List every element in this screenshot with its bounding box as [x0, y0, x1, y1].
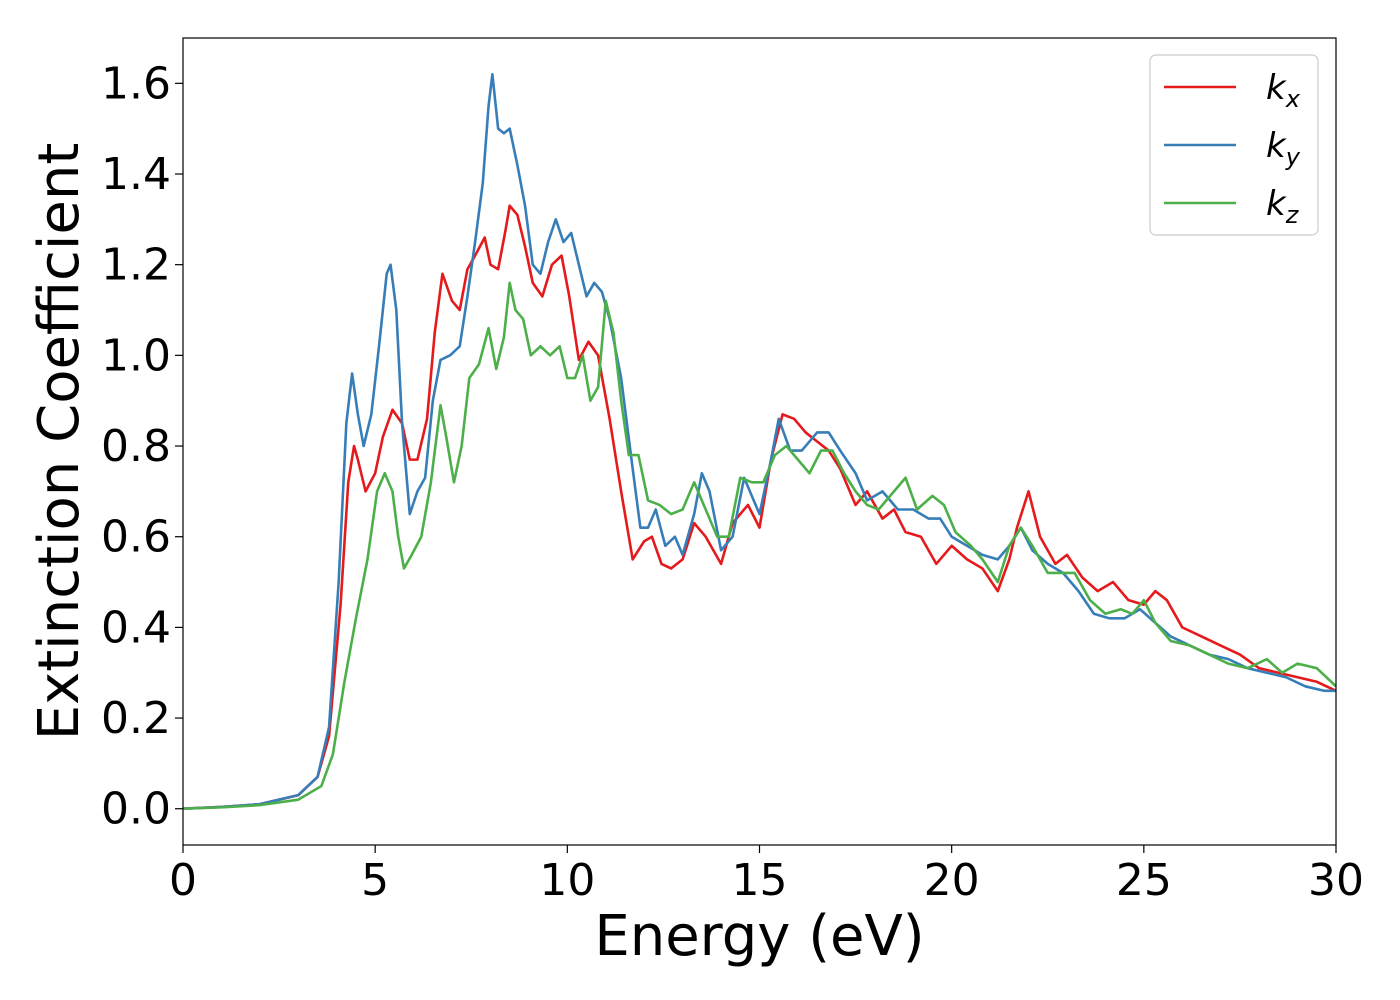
y-tick-label: 1.2 — [101, 240, 171, 291]
series-line-kx — [183, 204, 1336, 811]
series-line-ky — [183, 72, 1336, 811]
y-tick-label: 1.6 — [101, 58, 171, 109]
y-tick-label: 0.8 — [101, 421, 171, 472]
y-axis-label: Extinction Coefficient — [27, 143, 92, 741]
y-axis: 0.0 0.2 0.4 0.6 0.8 1.0 1.2 1.4 1.6 — [101, 58, 183, 835]
legend: kx ky kz — [1149, 54, 1319, 236]
x-axis-label: Energy (eV) — [594, 904, 924, 969]
y-tick-label: 0.6 — [101, 512, 171, 563]
y-tick-label: 0.4 — [101, 602, 171, 653]
x-tick-label: 10 — [539, 855, 595, 906]
x-tick-label: 25 — [1116, 855, 1172, 906]
x-tick-label: 5 — [361, 855, 389, 906]
y-tick-label: 0.0 — [101, 784, 171, 835]
legend-label: kx — [1266, 68, 1301, 113]
x-tick-label: 30 — [1308, 855, 1364, 906]
x-tick-label: 15 — [732, 855, 788, 906]
y-tick-label: 0.2 — [101, 693, 171, 744]
legend-label: kz — [1266, 184, 1300, 229]
series-layer — [183, 72, 1336, 811]
x-tick-label: 20 — [924, 855, 980, 906]
legend-label: ky — [1266, 126, 1301, 171]
y-tick-label: 1.0 — [101, 330, 171, 381]
x-tick-label: 0 — [169, 855, 197, 906]
y-tick-label: 1.4 — [101, 149, 171, 200]
series-line-kz — [183, 281, 1336, 811]
x-axis: 0 5 10 15 20 25 30 — [169, 845, 1364, 906]
